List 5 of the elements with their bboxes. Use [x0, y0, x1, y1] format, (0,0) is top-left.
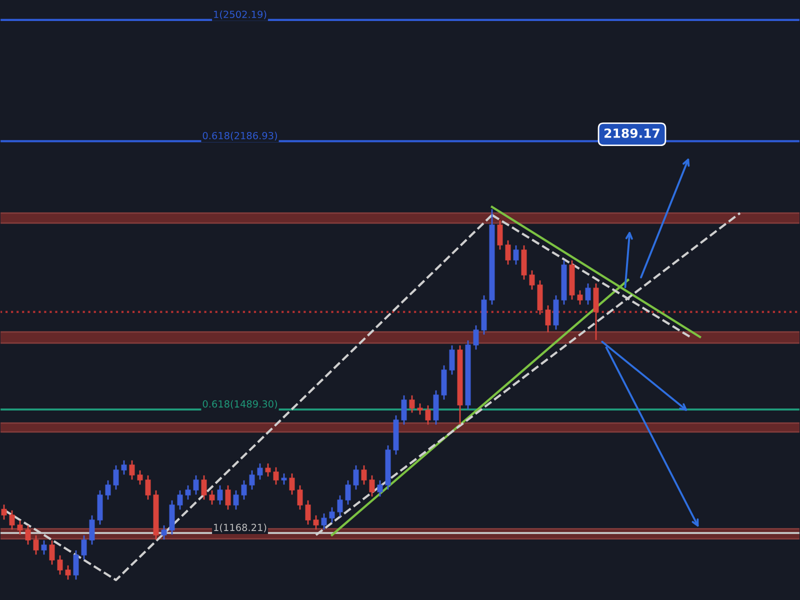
- ref-line-label: 1(2502.19): [214, 10, 266, 20]
- ref-line-label: 0.618(2186.93): [202, 132, 277, 140]
- ref-line-label: 1(1168.21): [214, 524, 266, 532]
- annotation: 2189.17: [604, 128, 660, 138]
- ref-line-label: 0.618(1489.30): [202, 400, 277, 409]
